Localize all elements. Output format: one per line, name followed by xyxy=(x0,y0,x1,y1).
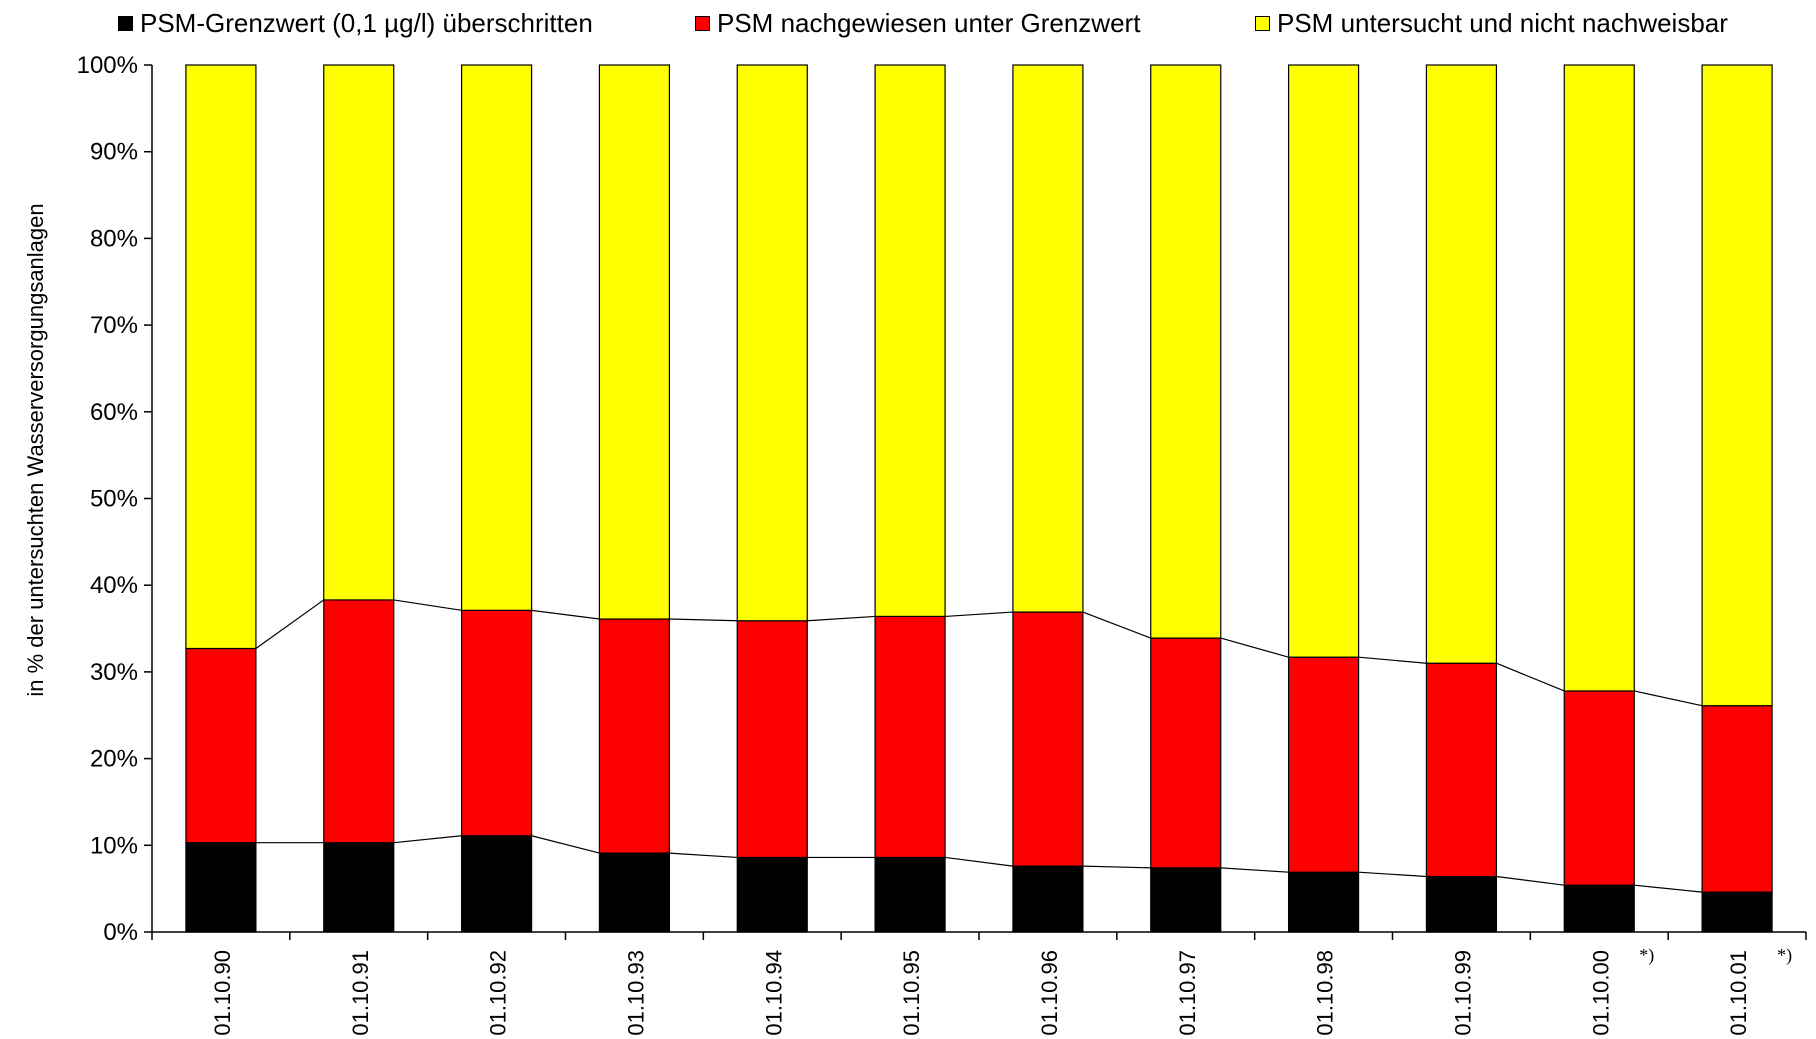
y-tick-label: 0% xyxy=(103,919,138,946)
y-tick-label: 40% xyxy=(90,572,138,599)
bar-segment xyxy=(736,856,808,933)
series-connector-line xyxy=(1220,637,1289,658)
series-connector-line xyxy=(531,835,600,854)
category-annotation: *) xyxy=(1639,945,1654,966)
bar-segment xyxy=(1701,64,1773,707)
bar-segment xyxy=(185,64,257,650)
x-tick-label: 01.10.98 xyxy=(1313,950,1338,1036)
bar-segment xyxy=(323,842,395,933)
series-connector-line xyxy=(1358,656,1427,664)
bar-segment xyxy=(1563,690,1635,886)
bar-segment xyxy=(1150,64,1222,639)
series-connector-line xyxy=(1634,884,1703,893)
series-connector-line xyxy=(393,599,462,611)
legend-label-not-detectable: PSM untersucht und nicht nachweisbar xyxy=(1277,8,1728,38)
series-connector-line xyxy=(393,835,462,844)
series-connector-line xyxy=(1634,690,1703,707)
series-connector-line xyxy=(945,611,1013,618)
bar-segment xyxy=(1287,64,1360,658)
x-tick-label: 01.10.90 xyxy=(210,950,235,1036)
bar-segment xyxy=(1150,867,1222,933)
legend-swatch-yellow xyxy=(1255,16,1270,31)
bar-segment xyxy=(1287,656,1360,873)
bar-segment xyxy=(323,599,395,844)
bar-segment xyxy=(1287,871,1360,933)
bar-segment xyxy=(323,64,395,601)
series-connector-line xyxy=(1082,865,1151,869)
y-tick-label: 80% xyxy=(90,225,138,252)
legend: PSM-Grenzwert (0,1 µg/l) überschritten P… xyxy=(0,8,1816,38)
bar-segment xyxy=(598,618,671,854)
bar-segment xyxy=(874,856,946,933)
bar-segment xyxy=(1563,64,1635,692)
bar-segment xyxy=(1425,662,1498,878)
series-connector-line xyxy=(807,615,876,622)
bar-segment xyxy=(1425,64,1498,664)
bar-segment xyxy=(598,852,671,933)
series-connector-line xyxy=(945,856,1013,867)
bar-segment xyxy=(736,620,808,859)
y-tick-label: 70% xyxy=(90,312,138,339)
series-connector-line xyxy=(669,618,738,622)
x-tick-label: 01.10.97 xyxy=(1175,950,1200,1036)
x-tick-label: 01.10.93 xyxy=(623,950,648,1036)
series-connector-line xyxy=(1220,867,1289,873)
bar-segment xyxy=(736,64,808,622)
bar-segment xyxy=(1012,611,1084,867)
category-annotation: *) xyxy=(1777,945,1792,966)
x-tick-label: 01.10.92 xyxy=(486,950,511,1036)
x-tick-label: 01.10.95 xyxy=(899,950,924,1036)
bar-segment xyxy=(598,64,671,620)
x-tick-label: 01.10.01 xyxy=(1726,950,1751,1036)
bar-segment xyxy=(1150,637,1222,869)
y-tick-label: 60% xyxy=(90,399,138,426)
legend-item-not-detectable: PSM untersucht und nicht nachweisbar xyxy=(1255,8,1728,39)
y-tick-label: 10% xyxy=(90,832,138,859)
bar-segment xyxy=(1425,875,1498,933)
y-tick-label: 50% xyxy=(90,486,138,513)
series-connector-line xyxy=(531,609,600,620)
bar-segment xyxy=(185,647,257,844)
x-tick-label: 01.10.00 xyxy=(1588,950,1613,1036)
bar-segment xyxy=(874,615,946,859)
y-tick-label: 20% xyxy=(90,746,138,773)
bar-segment xyxy=(460,835,533,933)
bar-segment xyxy=(1012,865,1084,933)
y-tick-label: 90% xyxy=(90,139,138,166)
series-connector-line xyxy=(1496,875,1565,886)
series-connector-line xyxy=(669,852,738,859)
bar-segment xyxy=(1701,705,1773,893)
bar-segment xyxy=(460,609,533,837)
y-tick-label: 100% xyxy=(77,52,138,79)
x-tick-label: 01.10.91 xyxy=(348,950,373,1036)
series-connector-line xyxy=(1082,611,1151,639)
series-connector-line xyxy=(1496,662,1565,692)
bar-segment xyxy=(874,64,946,618)
x-tick-label: 01.10.99 xyxy=(1450,950,1475,1036)
bar-segment xyxy=(1701,891,1773,933)
legend-item-exceeded: PSM-Grenzwert (0,1 µg/l) überschritten xyxy=(118,8,593,39)
bar-segment xyxy=(460,64,533,611)
legend-swatch-red xyxy=(695,16,710,31)
x-tick-label: 01.10.96 xyxy=(1037,950,1062,1036)
legend-label-detected: PSM nachgewiesen unter Grenzwert xyxy=(717,8,1141,38)
bar-segment xyxy=(185,842,257,933)
legend-item-detected: PSM nachgewiesen unter Grenzwert xyxy=(695,8,1140,39)
series-connector-line xyxy=(255,599,325,649)
legend-swatch-black xyxy=(118,16,133,31)
series-connector-line xyxy=(1358,871,1427,878)
y-tick-label: 30% xyxy=(90,659,138,686)
x-tick-label: 01.10.94 xyxy=(761,950,786,1036)
legend-label-exceeded: PSM-Grenzwert (0,1 µg/l) überschritten xyxy=(140,8,593,38)
bar-segment xyxy=(1012,64,1084,613)
bar-segment xyxy=(1563,884,1635,933)
